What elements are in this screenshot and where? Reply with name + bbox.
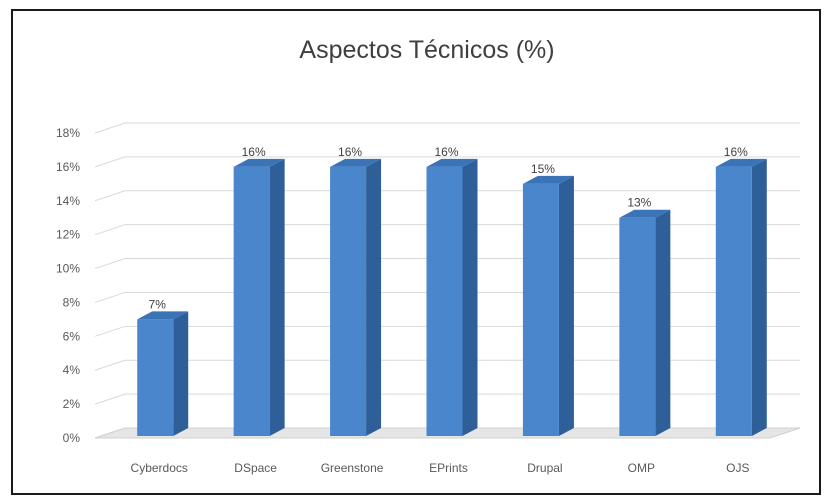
bar-side — [269, 158, 285, 436]
grid-line-side — [94, 156, 126, 168]
bar — [715, 158, 767, 436]
x-category-label: Drupal — [527, 461, 562, 475]
x-category-label: OJS — [726, 461, 749, 475]
bar-side — [558, 175, 574, 437]
chart-bars — [137, 158, 767, 437]
x-category-label: DSpace — [234, 461, 277, 475]
x-category-label: Cyberdocs — [131, 461, 188, 475]
bar — [619, 209, 671, 436]
bar-side — [366, 158, 382, 436]
bar-top — [137, 311, 189, 320]
bar-top — [619, 209, 671, 218]
grid-line-side — [94, 224, 126, 236]
bar-front — [330, 166, 367, 436]
bar-top — [330, 158, 382, 167]
bar-front — [619, 217, 656, 436]
bar-side — [655, 209, 671, 436]
y-axis-ticks: 0% 2% 4% 6% 8% 10% 12% 14% 16% 18% — [56, 126, 80, 445]
data-labels: 7% 16% 16% 16% 15% 13% 16% — [149, 145, 749, 312]
x-axis-labels: Cyberdocs DSpace Greenstone EPrints Drupal OM… — [131, 461, 750, 475]
grid-line-side — [94, 122, 126, 134]
grid-line-side — [94, 393, 126, 405]
data-label: 16% — [242, 145, 266, 159]
x-category-label: OMP — [628, 461, 655, 475]
y-tick-label: 0% — [63, 431, 81, 445]
grid-line-side — [94, 325, 126, 337]
grid-line-side — [94, 258, 126, 270]
bar-front — [522, 183, 559, 436]
y-tick-label: 4% — [63, 363, 81, 377]
bar-front — [233, 166, 270, 436]
y-tick-label: 16% — [56, 160, 80, 174]
chart-title: Aspectos Técnicos (%) — [299, 36, 554, 64]
grid-line-side — [94, 359, 126, 371]
y-tick-label: 8% — [63, 295, 81, 309]
grid-line-side — [94, 190, 126, 202]
bar — [137, 311, 189, 436]
data-label: 7% — [149, 297, 167, 311]
y-tick-label: 6% — [63, 329, 81, 343]
y-tick-label: 18% — [56, 126, 80, 140]
bar-top — [426, 158, 478, 167]
x-category-label: EPrints — [429, 461, 468, 475]
bar-top — [522, 175, 574, 184]
bar-side — [173, 311, 189, 436]
bar — [522, 175, 574, 437]
bar — [426, 158, 478, 436]
bar-front — [426, 166, 463, 436]
bar-side — [462, 158, 478, 436]
data-label: 15% — [531, 162, 555, 176]
grid-line-side — [94, 291, 126, 303]
x-category-label: Greenstone — [321, 461, 384, 475]
bar-top — [715, 158, 767, 167]
bar-front — [137, 319, 174, 436]
data-label: 16% — [434, 145, 458, 159]
y-tick-label: 2% — [63, 397, 81, 411]
y-tick-label: 12% — [56, 228, 80, 242]
y-tick-label: 10% — [56, 262, 80, 276]
data-label: 13% — [627, 196, 651, 210]
data-label: 16% — [724, 145, 748, 159]
bar-top — [233, 158, 285, 167]
y-tick-label: 14% — [56, 194, 80, 208]
data-label: 16% — [338, 145, 362, 159]
bar — [330, 158, 382, 436]
bar-front — [715, 166, 752, 436]
bar-side — [751, 158, 767, 436]
bar — [233, 158, 285, 436]
